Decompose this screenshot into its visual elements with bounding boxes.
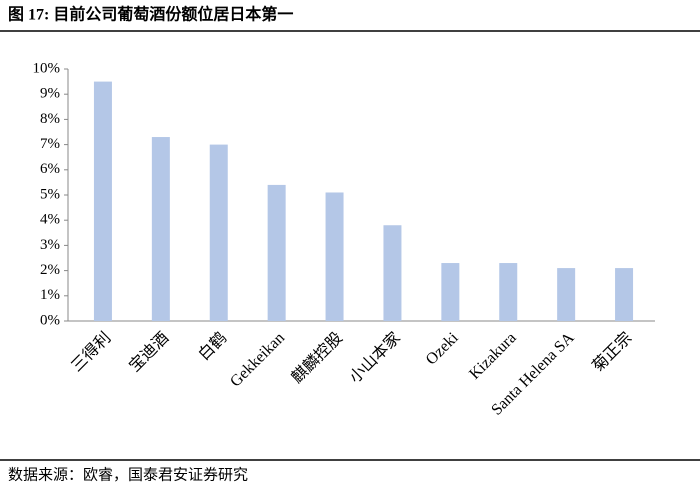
bar — [383, 225, 402, 321]
x-tick-label: 三得利 — [68, 329, 115, 376]
x-tick-label: 麒麟控股 — [288, 329, 346, 387]
y-tick-label: 9% — [40, 86, 60, 102]
bar — [499, 263, 518, 321]
bar — [441, 263, 460, 321]
y-tick-label: 8% — [40, 111, 60, 127]
bar — [93, 81, 112, 321]
y-tick-label: 0% — [40, 312, 60, 328]
bar — [209, 144, 228, 321]
y-tick-label: 7% — [40, 136, 60, 152]
source-note: 数据来源：欧睿，国泰君安证券研究 — [8, 466, 248, 483]
x-tick-label: 菊正宗 — [589, 329, 636, 376]
y-tick-label: 10% — [33, 60, 61, 76]
bar — [557, 268, 576, 321]
x-tick-label: Kizakura — [466, 329, 519, 382]
y-tick-label: 1% — [40, 287, 60, 303]
y-tick-label: 4% — [40, 212, 60, 228]
chart-title: 图 17: 目前公司葡萄酒份额位居日本第一 — [8, 5, 293, 24]
x-tick-label: Gekkeikan — [227, 329, 288, 390]
x-tick-label: 白鹤 — [195, 329, 230, 364]
bar — [151, 137, 170, 321]
y-tick-label: 3% — [40, 237, 60, 253]
y-tick-label: 2% — [40, 262, 60, 278]
y-tick-label: 5% — [40, 186, 60, 202]
x-tick-label: Ozeki — [423, 329, 462, 368]
bar — [267, 184, 286, 321]
y-tick-label: 6% — [40, 161, 60, 177]
bar — [615, 268, 634, 321]
bar — [325, 192, 344, 321]
x-tick-label: 宝迪酒 — [126, 329, 173, 376]
x-tick-label: 小山本家 — [346, 329, 404, 387]
